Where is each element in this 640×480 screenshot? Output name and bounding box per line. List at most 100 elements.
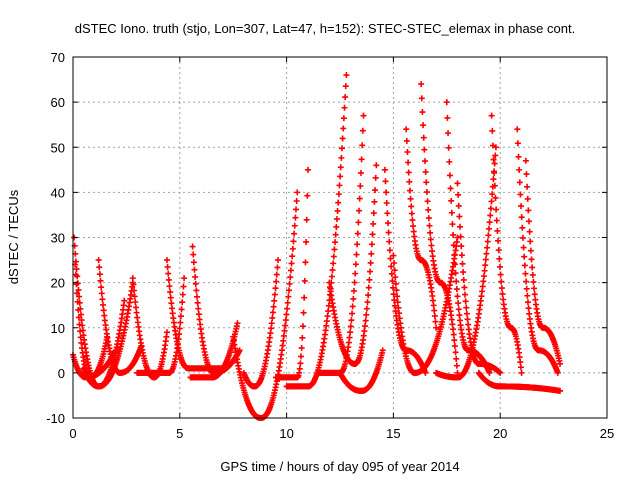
data-point — [514, 140, 521, 147]
data-point — [273, 278, 280, 285]
data-point — [340, 115, 347, 122]
y-axis-label: dSTEC / TECUs — [6, 189, 21, 284]
data-point — [368, 241, 375, 248]
data-point — [522, 270, 529, 277]
data-point — [329, 267, 336, 274]
data-point — [488, 112, 495, 119]
data-point — [515, 153, 522, 160]
data-point — [132, 304, 139, 311]
data-point — [129, 279, 136, 286]
data-point — [529, 264, 536, 271]
data-point — [451, 343, 458, 350]
data-point — [342, 94, 349, 101]
data-point — [383, 200, 390, 207]
data-point — [490, 156, 497, 163]
data-point — [395, 304, 402, 311]
data-point — [328, 273, 335, 280]
data-point — [424, 198, 431, 205]
data-point — [287, 267, 294, 274]
data-point — [459, 260, 466, 267]
data-point — [234, 320, 241, 327]
data-point — [517, 364, 524, 371]
data-point — [423, 179, 430, 186]
data-point — [524, 292, 531, 299]
data-point — [287, 274, 294, 281]
data-point — [497, 271, 504, 278]
data-point — [348, 317, 355, 324]
data-point — [354, 230, 361, 237]
data-point — [331, 246, 338, 253]
data-point — [167, 294, 174, 301]
data-point — [340, 125, 347, 132]
data-point — [494, 227, 501, 234]
data-point — [72, 271, 79, 278]
data-point — [163, 257, 170, 264]
data-point — [342, 83, 349, 90]
data-point — [177, 319, 184, 326]
data-point — [303, 238, 310, 245]
data-point — [529, 271, 536, 278]
data-point — [332, 231, 339, 238]
data-point — [486, 219, 493, 226]
x-axis-label: GPS time / hours of day 095 of year 2014 — [220, 459, 459, 474]
data-point — [304, 192, 311, 199]
data-point — [383, 189, 390, 196]
data-point — [458, 252, 465, 259]
data-point — [456, 213, 463, 220]
data-point — [97, 277, 104, 284]
data-point — [302, 259, 309, 266]
y-tick-label: 20 — [51, 276, 65, 291]
data-point — [488, 198, 495, 205]
data-point — [454, 293, 461, 300]
data-point — [521, 253, 528, 260]
data-point — [403, 137, 410, 144]
data-point — [283, 311, 290, 318]
data-point — [528, 256, 535, 263]
data-point — [491, 160, 498, 167]
data-point — [179, 299, 186, 306]
data-point — [484, 244, 491, 251]
data-point — [384, 210, 391, 217]
data-point — [381, 166, 388, 173]
data-point — [361, 328, 368, 335]
data-point — [485, 225, 492, 232]
data-point — [194, 293, 201, 300]
data-point — [350, 295, 357, 302]
data-point — [486, 369, 493, 376]
data-point — [514, 126, 521, 133]
data-point — [449, 221, 456, 228]
data-point — [482, 256, 489, 263]
axis-ticks: 0 5 10 15 20 25 -10 0 10 20 30 40 50 60 70 — [46, 50, 614, 441]
data-point — [420, 122, 427, 129]
data-point — [337, 164, 344, 171]
data-point — [458, 243, 465, 250]
data-point — [526, 310, 533, 317]
data-point — [271, 297, 278, 304]
data-point — [393, 287, 400, 294]
data-point — [524, 195, 531, 202]
data-point — [356, 207, 363, 214]
data-point — [290, 238, 297, 245]
data-point — [392, 280, 399, 287]
x-tick-label: 0 — [69, 426, 76, 441]
x-tick-label: 5 — [176, 426, 183, 441]
data-point — [422, 168, 429, 175]
data-point — [450, 231, 457, 238]
y-tick-label: -10 — [46, 411, 65, 426]
data-point — [498, 285, 505, 292]
y-tick-label: 0 — [58, 366, 65, 381]
data-point — [368, 250, 375, 257]
data-point — [99, 296, 106, 303]
data-point — [371, 198, 378, 205]
data-point — [389, 278, 396, 285]
data-point — [496, 263, 503, 270]
data-point — [448, 209, 455, 216]
data-point — [481, 267, 488, 274]
data-point — [460, 276, 467, 283]
data-point — [492, 144, 499, 151]
data-point — [372, 174, 379, 181]
data-point — [285, 287, 292, 294]
data-point — [274, 264, 281, 271]
data-point — [485, 232, 492, 239]
data-point — [333, 216, 340, 223]
